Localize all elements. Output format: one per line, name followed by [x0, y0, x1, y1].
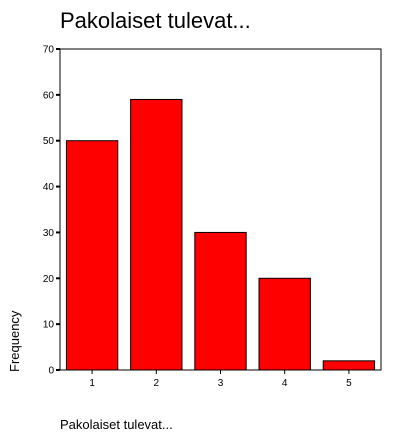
y-tick-label-40: 40 — [43, 182, 55, 193]
y-tick-label-50: 50 — [43, 136, 55, 147]
y-tick-label-20: 20 — [43, 274, 55, 285]
x-tick-label-2: 2 — [154, 378, 160, 389]
y-axis-label: Frequency — [7, 310, 22, 372]
x-tick-label-3: 3 — [218, 378, 224, 389]
plot-area: 0 10 20 30 40 50 60 70 1 2 3 4 5 — [43, 45, 382, 389]
bar-3 — [194, 231, 247, 371]
x-tick-label-5: 5 — [346, 378, 352, 389]
y-tick-label-0: 0 — [48, 366, 54, 377]
y-tick-label-10: 10 — [43, 320, 55, 331]
x-tick-label-1: 1 — [89, 378, 95, 389]
y-tick-label-60: 60 — [43, 90, 55, 101]
x-axis-label: Pakolaiset tulevat... — [60, 417, 173, 432]
chart-title: Pakolaiset tulevat... — [60, 8, 251, 33]
bar-2 — [130, 98, 183, 371]
bar-4 — [258, 277, 311, 371]
y-tick-label-70: 70 — [43, 45, 55, 56]
x-tick-label-4: 4 — [282, 378, 288, 389]
bar-1 — [65, 140, 119, 371]
bar-5 — [322, 360, 376, 371]
y-tick-label-30: 30 — [43, 228, 55, 239]
